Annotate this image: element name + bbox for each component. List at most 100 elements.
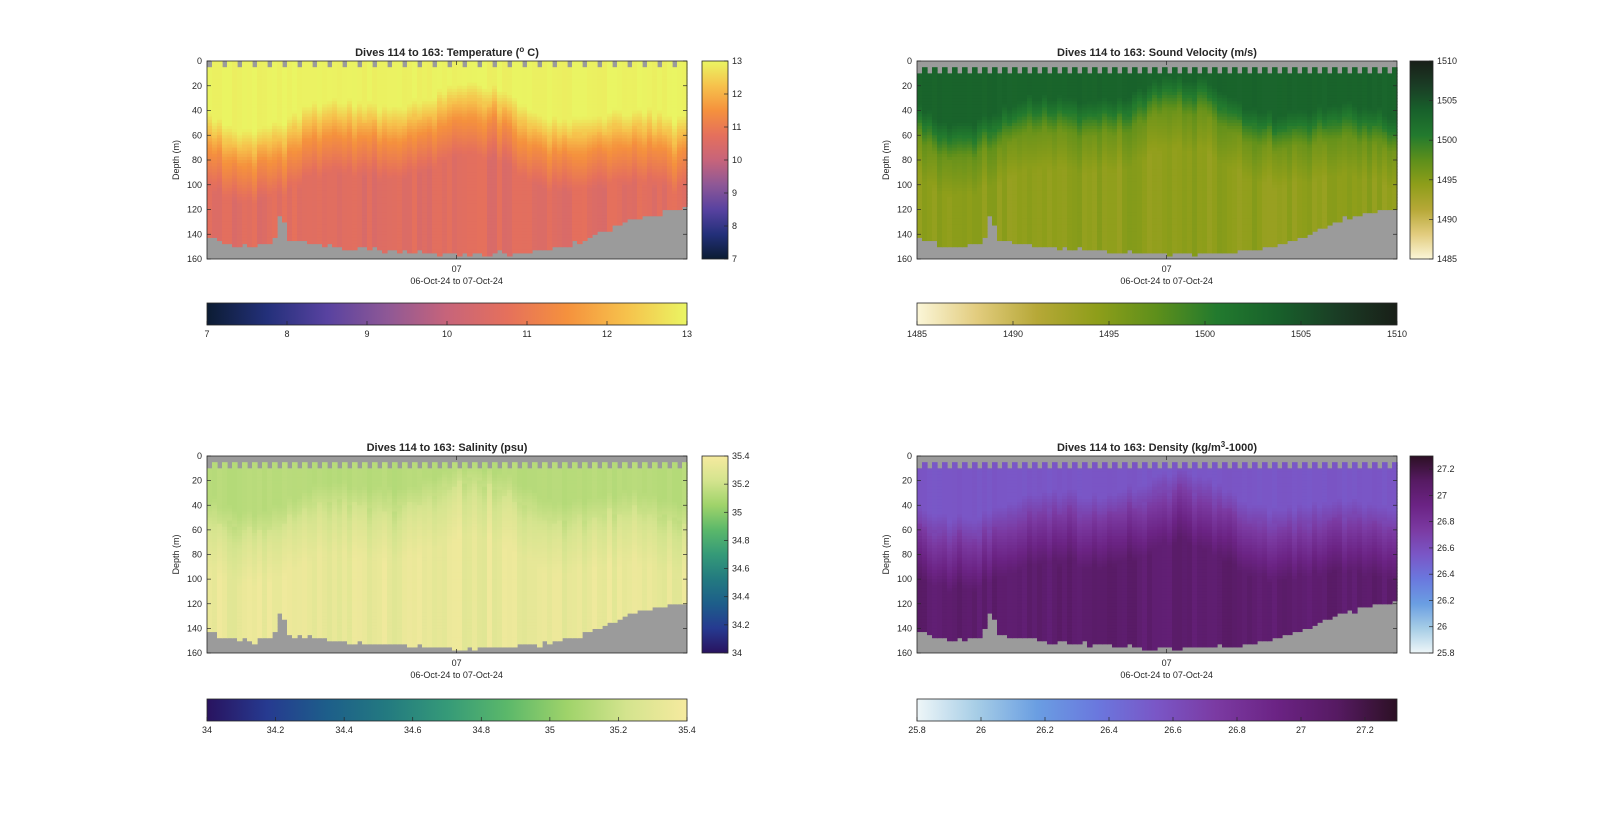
heatmap-cell	[242, 104, 248, 108]
heatmap-cell	[332, 122, 338, 127]
heatmap-cell	[447, 67, 453, 71]
heatmap-cell	[332, 163, 338, 167]
heatmap-cell	[222, 85, 228, 90]
heatmap-cell	[292, 172, 298, 177]
heatmap-cell	[332, 67, 338, 71]
heatmap-cell	[347, 91, 353, 96]
heatmap-cell	[312, 187, 318, 192]
heatmap-cell	[442, 67, 448, 71]
heatmap-cell	[392, 228, 398, 232]
heatmap-cell	[217, 129, 223, 133]
heatmap-cell	[362, 231, 368, 235]
heatmap-cell	[447, 82, 453, 87]
heatmap-cell	[407, 224, 413, 229]
heatmap-cell	[282, 197, 288, 201]
heatmap-cell	[357, 240, 363, 245]
heatmap-cell	[412, 132, 418, 136]
heatmap-cell	[427, 246, 433, 251]
heatmap-cell	[267, 135, 273, 139]
heatmap-cell	[392, 187, 398, 192]
heatmap-cell	[227, 153, 233, 158]
heatmap-cell	[462, 163, 468, 167]
heatmap-cell	[322, 138, 328, 143]
heatmap-cell	[292, 228, 298, 232]
heatmap-cell	[342, 125, 348, 130]
heatmap-cell	[352, 64, 358, 68]
heatmap-cell	[367, 237, 373, 242]
heatmap-cell	[412, 178, 418, 183]
heatmap-cell	[267, 221, 273, 226]
heatmap-cell	[387, 203, 393, 207]
heatmap-cell	[207, 212, 213, 217]
heatmap-cell	[237, 107, 243, 112]
heatmap-cell	[427, 234, 433, 238]
heatmap-cell	[447, 166, 453, 170]
heatmap-cell	[377, 246, 383, 251]
heatmap-cell	[387, 206, 393, 211]
heatmap-cell	[442, 98, 448, 102]
heatmap-cell	[247, 147, 253, 152]
heatmap-cell	[272, 119, 278, 124]
heatmap-cell	[462, 98, 468, 102]
heatmap-cell	[472, 70, 478, 74]
heatmap-cell	[367, 197, 373, 201]
heatmap-cell	[322, 73, 328, 78]
heatmap-cell	[337, 122, 343, 127]
heatmap-cell	[257, 221, 263, 226]
heatmap-cell	[402, 166, 408, 170]
heatmap-cell	[332, 101, 338, 105]
heatmap-cell	[342, 181, 348, 186]
heatmap-cell	[312, 184, 318, 189]
heatmap-cell	[437, 190, 443, 195]
heatmap-cell	[432, 228, 438, 232]
heatmap-cell	[447, 153, 453, 158]
heatmap-cell	[452, 197, 458, 201]
heatmap-cell	[372, 147, 378, 152]
heatmap-cell	[282, 67, 288, 71]
heatmap-cell	[347, 194, 353, 198]
heatmap-cell	[277, 153, 283, 158]
heatmap-cell	[232, 206, 238, 211]
heatmap-cell	[297, 156, 303, 161]
heatmap-cell	[297, 129, 303, 133]
heatmap-cell	[387, 187, 393, 192]
heatmap-cell	[392, 243, 398, 248]
heatmap-cell	[387, 218, 393, 223]
heatmap-cell	[247, 181, 253, 186]
heatmap-cell	[217, 234, 223, 238]
heatmap-cell	[387, 101, 393, 105]
heatmap-cell	[397, 70, 403, 74]
heatmap-cell	[222, 150, 228, 155]
heatmap-cell	[437, 175, 443, 180]
heatmap-cell	[397, 67, 403, 71]
heatmap-cell	[297, 141, 303, 146]
heatmap-cell	[292, 163, 298, 167]
heatmap-cell	[412, 181, 418, 186]
heatmap-cell	[297, 88, 303, 93]
heatmap-cell	[312, 153, 318, 158]
heatmap-cell	[402, 76, 408, 81]
heatmap-cell	[422, 197, 428, 201]
heatmap-cell	[332, 224, 338, 229]
heatmap-cell	[317, 67, 323, 71]
heatmap-cell	[252, 122, 258, 127]
heatmap-cell	[442, 203, 448, 207]
heatmap-cell	[287, 206, 293, 211]
heatmap-cell	[242, 141, 248, 146]
heatmap-cell	[292, 231, 298, 235]
heatmap-cell	[297, 172, 303, 177]
heatmap-cell	[352, 190, 358, 195]
heatmap-cell	[242, 135, 248, 139]
heatmap-cell	[217, 147, 223, 152]
heatmap-cell	[267, 163, 273, 167]
heatmap-cell	[322, 67, 328, 71]
heatmap-cell	[297, 209, 303, 214]
heatmap-cell	[377, 129, 383, 133]
heatmap-cell	[227, 187, 233, 192]
heatmap-cell	[237, 172, 243, 177]
heatmap-cell	[327, 190, 333, 195]
heatmap-cell	[312, 206, 318, 211]
heatmap-cell	[417, 119, 423, 124]
heatmap-cell	[242, 82, 248, 87]
heatmap-cell	[422, 190, 428, 195]
